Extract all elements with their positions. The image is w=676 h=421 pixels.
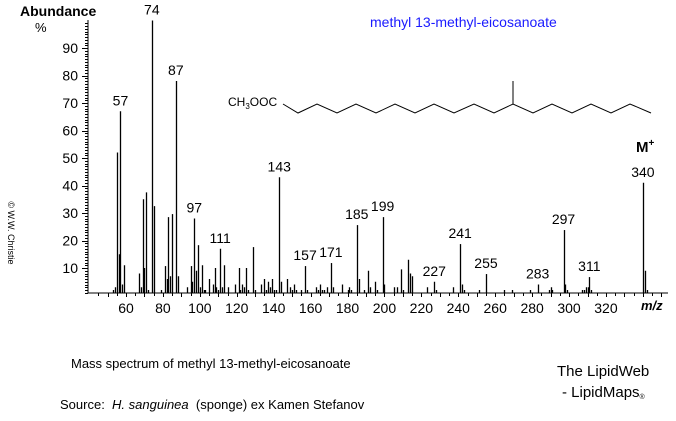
x-tick-label: 320 [594,300,618,316]
x-tick-label: 60 [118,300,134,316]
y-tick-label: 30 [62,205,78,221]
copyright-notice: © W.W. Christie [6,201,16,265]
structure-formula: CH3OOC [228,95,277,111]
y-tick-label: 70 [62,95,78,111]
y-axis-title: Abundance [20,3,97,19]
x-axis-title: m/z [641,298,663,313]
x-tick-label: 140 [262,300,286,316]
molecular-ion-m: M [636,139,649,156]
peak-label: 199 [371,198,395,214]
y-axis: 10 20 30 40 50 60 70 80 90 [62,20,89,294]
chemical-structure-chain [282,103,652,114]
x-tick-label: 100 [188,300,212,316]
peak-label: 57 [113,92,129,108]
y-tick-label: 90 [62,40,78,56]
peak-label: 283 [526,266,550,282]
formula-suffix: OOC [249,95,278,109]
x-tick-label: 160 [299,300,323,316]
spectrum-peaks [112,20,649,293]
brand-lipidmaps: - LipidMaps® [562,384,645,401]
y-tick-label: 50 [62,150,78,166]
figure-caption: Mass spectrum of methyl 13-methyl-eicosa… [71,356,351,371]
x-tick-label: 300 [557,300,581,316]
x-tick-label: 80 [155,300,171,316]
x-tick-label: 280 [520,300,544,316]
registered-mark: ® [639,394,645,401]
peak-label: 171 [319,244,343,260]
x-tick-label: 220 [410,300,434,316]
peak-label: 111 [210,230,231,246]
peak-label: 297 [552,211,576,227]
source-suffix: (sponge) ex Kamen Stefanov [188,397,365,412]
peak-label: 227 [423,263,447,279]
peak-label: 74 [144,2,160,18]
formula-prefix: CH [228,95,246,109]
y-tick-label: 60 [62,123,78,139]
y-tick-label: 20 [62,233,78,249]
peak-label: 340 [631,164,655,180]
molecular-ion-charge: + [648,138,655,149]
peak-label: 241 [448,225,472,241]
peak-label: 157 [293,247,317,263]
source-note: Source: H. sanguinea (sponge) ex Kamen S… [60,397,364,412]
x-tick-label: 240 [447,300,471,316]
peak-label: 97 [187,200,203,216]
peak-label: 311 [578,258,601,274]
y-tick-label: 40 [62,178,78,194]
x-tick-label: 260 [484,300,508,316]
peak-label: 185 [345,206,369,222]
x-tick-label: 200 [373,300,397,316]
peak-label: 255 [474,255,498,271]
peak-label: 143 [268,158,292,174]
brand-lipidweb: The LipidWeb [557,363,650,380]
peak-label: 87 [168,62,184,78]
brand-lipidmaps-text: - LipidMaps [562,384,640,401]
y-axis-unit: % [35,20,47,35]
x-tick-label: 120 [225,300,249,316]
y-tick-label: 10 [62,260,78,276]
formula-subscript: 3 [245,102,250,111]
source-species: H. sanguinea [112,397,189,412]
mass-spectrum-chart: 10 20 30 40 50 60 70 80 90 60 80 100 120 140 160 180 20… [62,2,668,316]
x-axis: 60 80 100 120 140 160 180 200 220 240 260 280 300 320 [88,292,668,316]
molecular-ion-label: M+ [636,138,654,156]
y-tick-label: 80 [62,68,78,84]
source-prefix: Source: [60,397,113,412]
x-tick-label: 180 [336,300,360,316]
chart-title: methyl 13-methyl-eicosanoate [370,14,557,30]
